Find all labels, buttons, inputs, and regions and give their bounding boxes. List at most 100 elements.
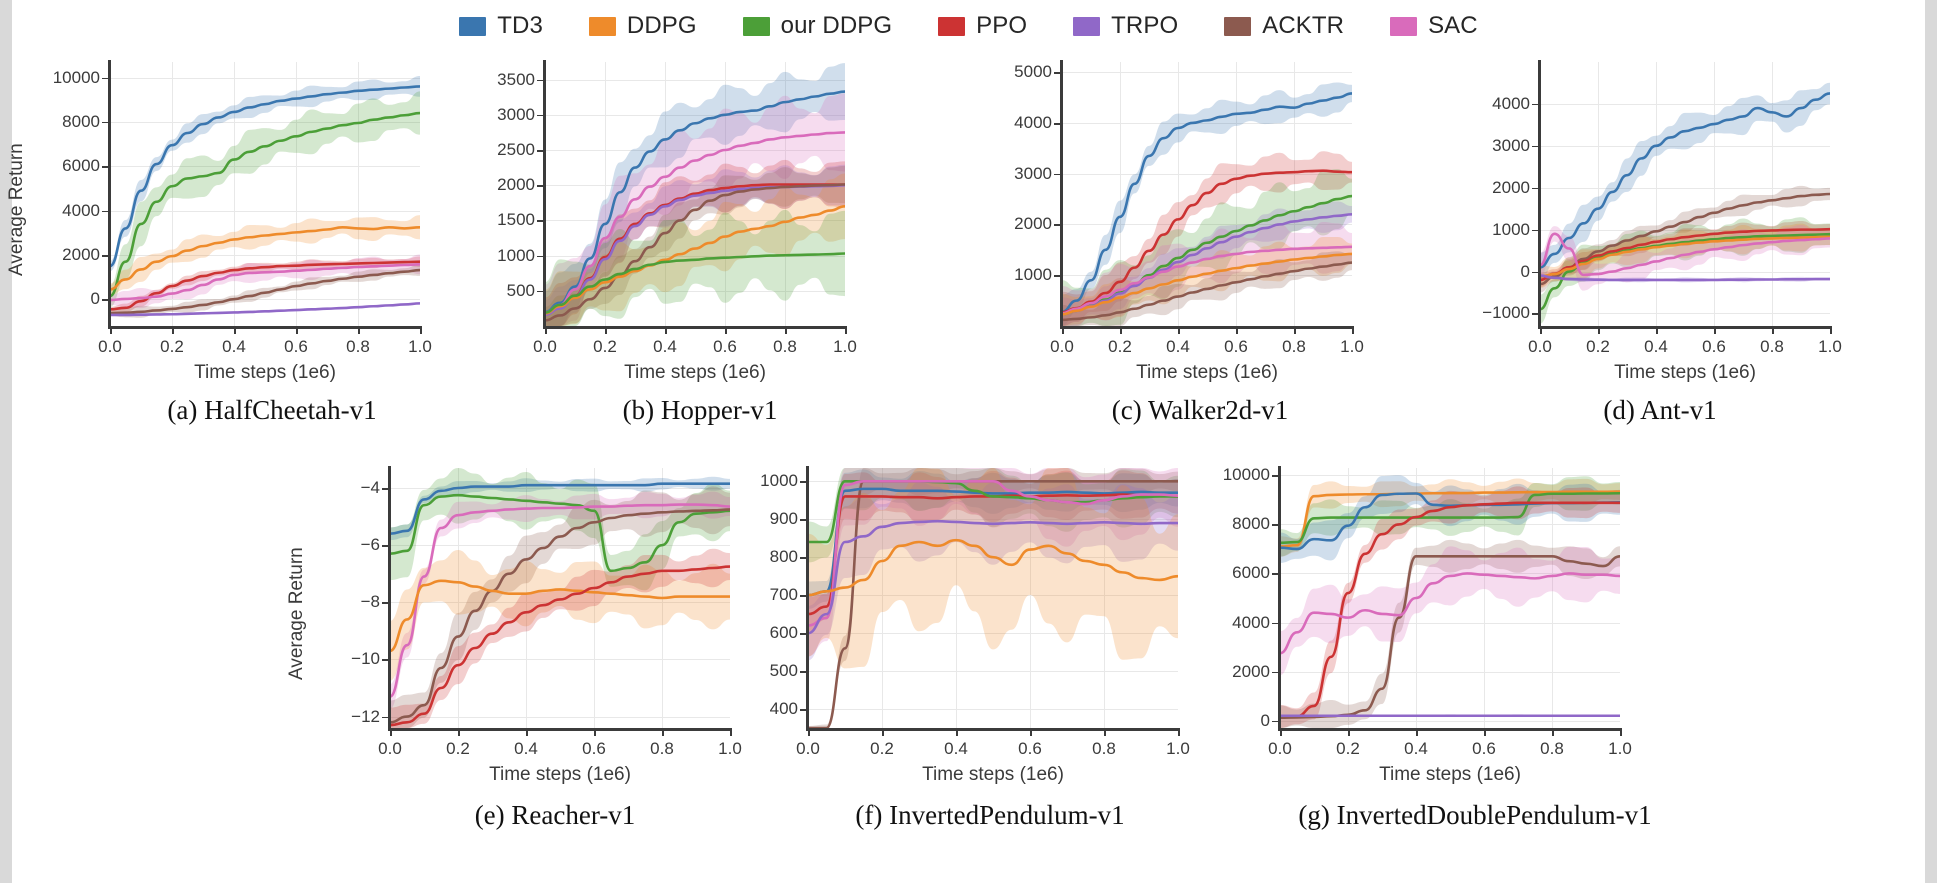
y-tick-label: 2500 xyxy=(497,140,535,159)
gridline-vertical xyxy=(1552,468,1553,728)
series-line-ddpg xyxy=(545,205,845,315)
y-tick-mark xyxy=(1532,271,1538,274)
confidence-band-ppo xyxy=(390,548,730,728)
y-tick-mark xyxy=(382,545,388,547)
axis-left-spine xyxy=(1060,60,1063,328)
gridline-horizontal xyxy=(808,595,1178,597)
gridline-vertical xyxy=(1120,62,1121,326)
confidence-band-ddpg xyxy=(110,215,420,296)
legend-item-our-ddpg[interactable]: our DDPG xyxy=(742,12,893,40)
page-left-margin xyxy=(0,0,12,883)
y-tick-label: −10 xyxy=(351,649,380,669)
legend-item-ddpg[interactable]: DDPG xyxy=(588,12,697,40)
gridline-vertical xyxy=(1236,62,1237,326)
x-tick-label: 0.2 xyxy=(160,337,184,356)
gridline-horizontal xyxy=(390,716,730,718)
gridline-horizontal xyxy=(1280,720,1620,722)
x-tick-mark xyxy=(1062,328,1064,334)
gridline-horizontal xyxy=(1280,622,1620,624)
y-tick-mark xyxy=(1532,103,1538,106)
legend-label: TD3 xyxy=(497,12,543,39)
series-line-ppo xyxy=(1280,501,1620,719)
legend-item-sac[interactable]: SAC xyxy=(1390,12,1478,40)
series-line-ddpg xyxy=(110,225,420,291)
x-tick-label: 0.0 xyxy=(378,739,402,758)
gridline-horizontal xyxy=(390,659,730,661)
y-tick-label: 0 xyxy=(1520,261,1530,281)
legend-item-ppo[interactable]: PPO xyxy=(938,12,1027,40)
series-line-our-ddpg xyxy=(1280,491,1620,545)
x-tick-label: 0.0 xyxy=(98,337,122,356)
y-tick-label: 1000 xyxy=(1014,265,1052,285)
y-tick-label: 500 xyxy=(506,280,535,300)
x-tick-mark xyxy=(808,730,810,736)
legend-item-td3[interactable]: TD3 xyxy=(459,12,543,40)
y-tick-label: 3500 xyxy=(497,69,535,89)
series-line-sac xyxy=(1280,572,1620,655)
gridline-vertical xyxy=(1030,468,1031,728)
gridline-horizontal xyxy=(545,255,845,257)
x-tick-label: 0.0 xyxy=(1050,337,1074,356)
confidence-band-ddpg xyxy=(1062,236,1352,326)
x-tick-mark xyxy=(785,328,787,334)
axis-left-spine xyxy=(1278,466,1281,730)
x-tick-label: 0.2 xyxy=(870,739,894,758)
axis-left-spine xyxy=(543,60,546,328)
x-tick-mark xyxy=(172,328,174,334)
confidence-band-trpo xyxy=(808,482,1178,661)
series-line-acktr xyxy=(545,183,845,322)
gridline-vertical xyxy=(1598,62,1599,326)
x-tick-mark xyxy=(358,328,360,334)
y-tick-mark xyxy=(800,519,806,521)
y-tick-mark xyxy=(102,255,108,257)
gridline-vertical xyxy=(296,62,297,326)
x-tick-mark xyxy=(1352,328,1354,334)
confidence-band-ppo xyxy=(545,159,845,326)
series-line-ppo xyxy=(110,260,420,311)
gridline-vertical xyxy=(1484,468,1485,728)
legend-item-trpo[interactable]: TRPO xyxy=(1073,12,1178,40)
y-tick-label: 1000 xyxy=(760,471,798,491)
gridline-horizontal xyxy=(1540,271,1830,273)
series-line-sac xyxy=(808,479,1178,627)
series-line-acktr xyxy=(390,508,730,724)
x-tick-label: 0.8 xyxy=(346,337,370,356)
plot-area-walker2d xyxy=(1062,62,1352,326)
axis-bottom-spine xyxy=(1538,326,1832,329)
gridline-vertical xyxy=(458,468,459,728)
x-axis-label: Time steps (1e6) xyxy=(489,764,631,785)
y-tick-mark xyxy=(382,488,388,490)
panel-caption-hopper: (b) Hopper-v1 xyxy=(622,395,778,425)
y-tick-mark xyxy=(1054,122,1060,125)
gridline-horizontal xyxy=(1540,145,1830,147)
series-line-sac xyxy=(1062,245,1352,315)
legend-item-acktr[interactable]: ACKTR xyxy=(1224,12,1344,40)
x-tick-label: 0.8 xyxy=(1282,337,1306,356)
y-tick-mark xyxy=(1272,524,1278,526)
axis-bottom-spine xyxy=(543,326,847,329)
y-tick-label: 10000 xyxy=(1222,465,1270,485)
axis-bottom-spine xyxy=(108,326,422,329)
x-tick-mark xyxy=(420,328,422,334)
gridline-horizontal xyxy=(808,671,1178,673)
gridline-horizontal xyxy=(545,114,845,116)
gridline-vertical xyxy=(605,62,606,326)
x-tick-mark xyxy=(1620,730,1622,736)
series-line-td3 xyxy=(1540,92,1830,269)
gridline-vertical xyxy=(956,468,957,728)
gridline-vertical xyxy=(1714,62,1715,326)
y-tick-mark xyxy=(800,481,806,483)
gridline-horizontal xyxy=(545,290,845,292)
x-tick-mark xyxy=(1598,328,1600,334)
y-tick-mark xyxy=(1054,173,1060,176)
confidence-band-td3 xyxy=(1540,82,1830,282)
gridline-horizontal xyxy=(390,602,730,604)
y-tick-mark xyxy=(382,602,388,604)
gridline-horizontal xyxy=(390,488,730,489)
gridline-horizontal xyxy=(1280,573,1620,575)
y-tick-mark xyxy=(1054,72,1060,74)
series-line-ddpg xyxy=(1280,490,1620,548)
confidence-band-ddpg xyxy=(808,468,1178,669)
gridline-horizontal xyxy=(1062,173,1352,175)
y-tick-label: 1500 xyxy=(497,210,535,230)
